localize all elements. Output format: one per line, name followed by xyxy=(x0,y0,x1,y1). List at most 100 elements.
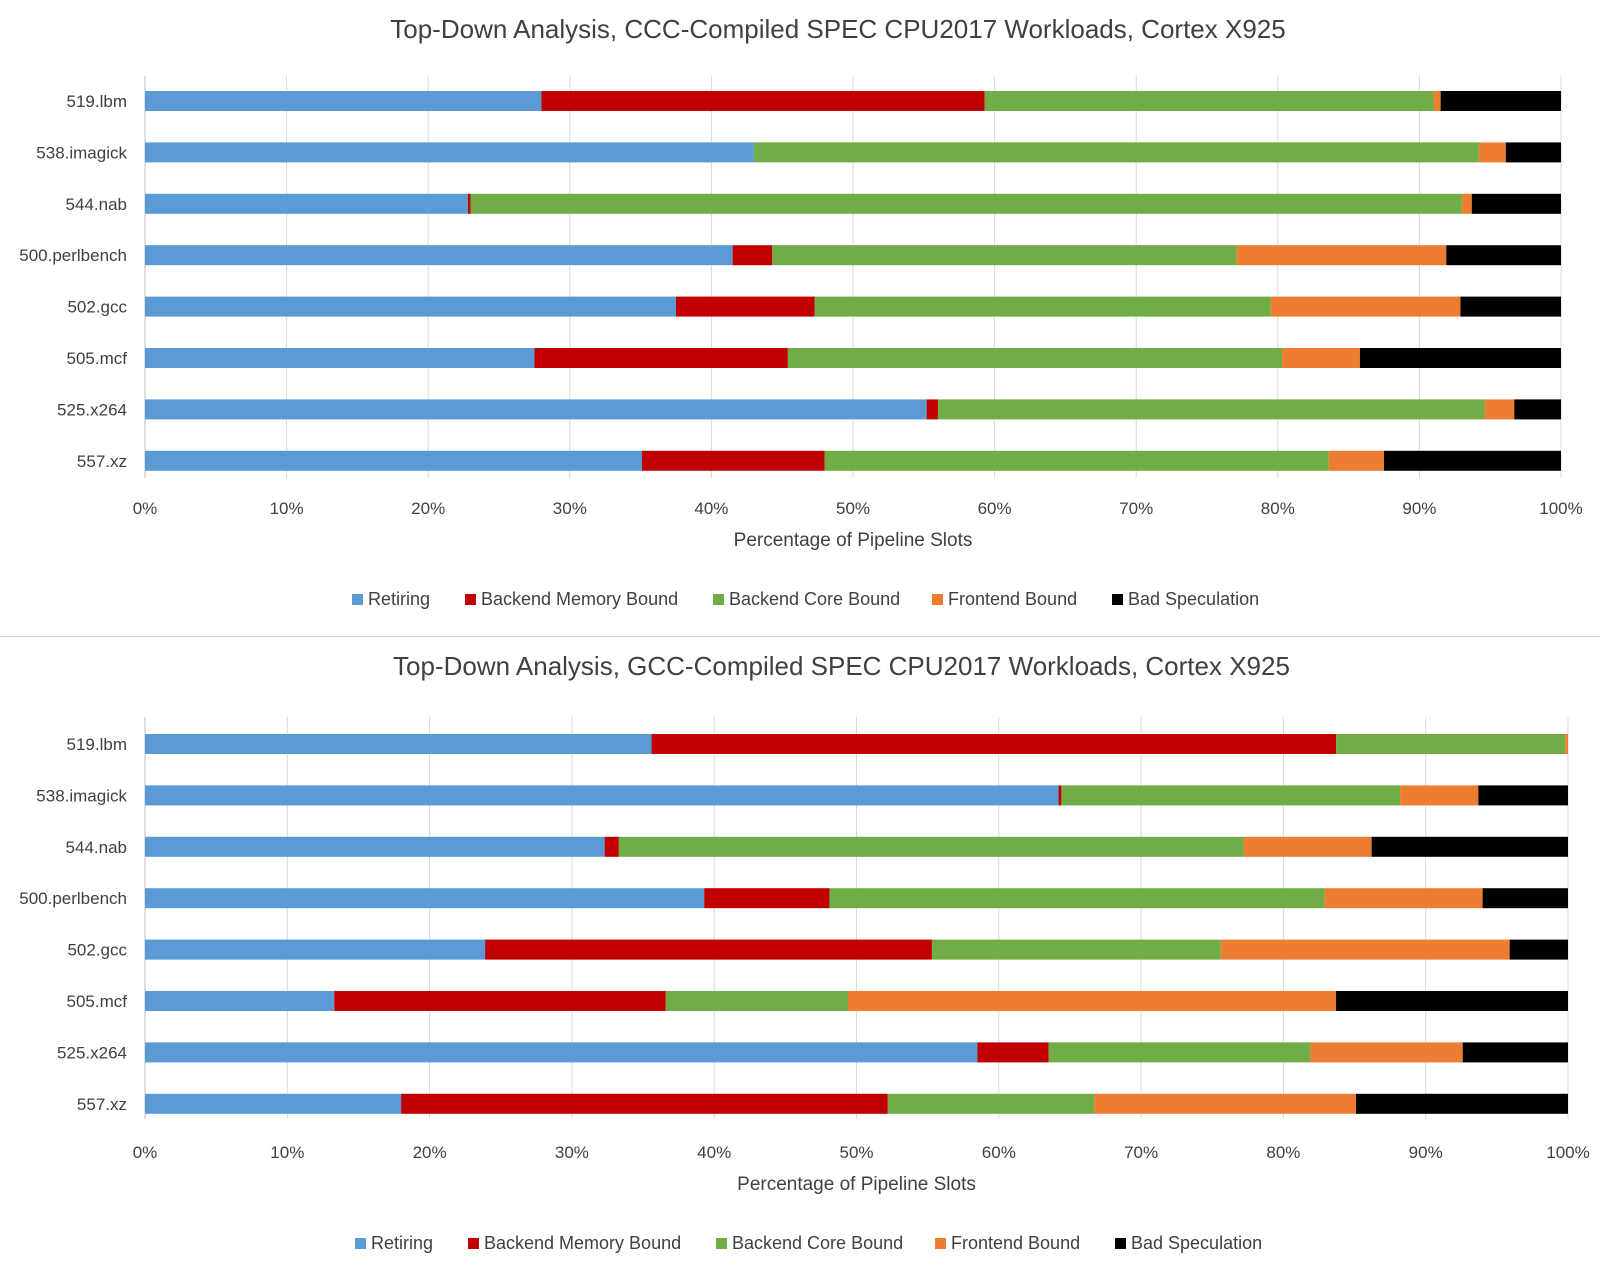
x-tick-label: 80% xyxy=(1261,499,1295,518)
bar-segment xyxy=(1336,734,1566,754)
chart-ccc: Top-Down Analysis, CCC-Compiled SPEC CPU… xyxy=(19,14,1583,609)
x-tick-label: 50% xyxy=(839,1143,873,1162)
x-tick-label: 90% xyxy=(1409,1143,1443,1162)
y-tick-label: 544.nab xyxy=(66,838,127,857)
y-tick-label: 538.imagick xyxy=(36,143,127,162)
x-tick-label: 20% xyxy=(411,499,445,518)
x-tick-label: 40% xyxy=(697,1143,731,1162)
y-tick-label: 505.mcf xyxy=(67,349,128,368)
bar-segment xyxy=(1355,1093,1568,1114)
bar-segment xyxy=(1484,399,1515,420)
bar-segment xyxy=(1243,836,1372,857)
bar-segment xyxy=(1058,785,1062,806)
bar-segment xyxy=(1462,1042,1568,1063)
y-tick-label: 544.nab xyxy=(66,195,127,214)
bar-segment xyxy=(145,939,486,960)
bar-segment xyxy=(145,1042,978,1063)
x-tick-label: 100% xyxy=(1546,1143,1589,1162)
y-tick-label: 519.lbm xyxy=(67,92,127,111)
y-tick-label: 502.gcc xyxy=(67,941,127,960)
legend-label: Backend Core Bound xyxy=(732,1233,903,1253)
bar-segment xyxy=(753,142,1479,163)
legend-swatch xyxy=(932,594,943,605)
bar-segment xyxy=(847,991,1337,1011)
bar-segment xyxy=(1282,348,1360,368)
bar-segment xyxy=(1478,785,1568,806)
legend-swatch xyxy=(1112,594,1123,605)
y-tick-label: 500.perlbench xyxy=(19,246,127,265)
bar-segment xyxy=(334,991,666,1011)
legend-swatch xyxy=(352,594,363,605)
legend-label: Backend Core Bound xyxy=(729,589,900,609)
bar-segment xyxy=(1328,450,1384,471)
bar-segment xyxy=(1505,142,1561,163)
bar-segment xyxy=(1270,296,1461,317)
bar-segment xyxy=(642,450,825,471)
chart-panel-ccc: Top-Down Analysis, CCC-Compiled SPEC CPU… xyxy=(19,14,1583,609)
x-tick-label: 40% xyxy=(694,499,728,518)
bar-segment xyxy=(145,193,468,214)
chart-title: Top-Down Analysis, CCC-Compiled SPEC CPU… xyxy=(390,14,1285,44)
x-tick-label: 10% xyxy=(270,499,304,518)
bar-segment xyxy=(1359,348,1561,368)
y-tick-label: 525.x264 xyxy=(57,1043,127,1062)
x-tick-label: 100% xyxy=(1539,499,1582,518)
legend-label: Retiring xyxy=(371,1233,433,1253)
y-tick-label: 557.xz xyxy=(77,1095,127,1114)
bar-segment xyxy=(1094,1093,1356,1114)
bar-segment xyxy=(676,296,815,317)
y-tick-label: 502.gcc xyxy=(67,298,127,317)
bar-segment xyxy=(1446,245,1561,266)
y-tick-label: 538.imagick xyxy=(36,786,127,805)
bar-segment xyxy=(772,245,1237,266)
bar-segment xyxy=(829,888,1325,909)
bar-segment xyxy=(1310,1042,1463,1063)
y-tick-label: 500.perlbench xyxy=(19,889,127,908)
bar-segment xyxy=(984,91,1434,111)
bar-segment xyxy=(1220,939,1510,960)
x-axis-label: Percentage of Pipeline Slots xyxy=(734,530,973,551)
x-tick-label: 0% xyxy=(133,499,158,518)
bar-segment xyxy=(145,734,652,754)
x-tick-label: 70% xyxy=(1119,499,1153,518)
bar-segment xyxy=(977,1042,1049,1063)
legend-swatch xyxy=(468,1238,479,1249)
y-tick-label: 519.lbm xyxy=(67,735,127,754)
bar-segment xyxy=(787,348,1283,368)
bar-segment xyxy=(1400,785,1479,806)
legend-swatch xyxy=(713,594,724,605)
bar-segment xyxy=(1433,91,1441,111)
bar-segment xyxy=(1509,939,1568,960)
chart-panel-gcc: Top-Down Analysis, GCC-Compiled SPEC CPU… xyxy=(0,637,1600,1271)
bar-segment xyxy=(926,399,938,420)
bar-segment xyxy=(145,348,535,368)
bar-segment xyxy=(1460,296,1561,317)
x-tick-label: 0% xyxy=(133,1143,158,1162)
bar-segment xyxy=(937,399,1485,420)
bar-segment xyxy=(814,296,1271,317)
bar-segment xyxy=(1471,193,1561,214)
y-tick-label: 505.mcf xyxy=(67,992,128,1011)
bar-segment xyxy=(401,1093,888,1114)
legend-swatch xyxy=(716,1238,727,1249)
bar-segment xyxy=(704,888,830,909)
bar-segment xyxy=(145,142,754,163)
legend-swatch xyxy=(1115,1238,1126,1249)
chart-gcc: Top-Down Analysis, GCC-Compiled SPEC CPU… xyxy=(19,651,1590,1253)
legend-label: Frontend Bound xyxy=(948,589,1077,609)
x-tick-label: 30% xyxy=(555,1143,589,1162)
bar-segment xyxy=(1482,888,1568,909)
bar-segment xyxy=(145,296,676,317)
bar-segment xyxy=(1514,399,1561,420)
legend-label: Bad Speculation xyxy=(1131,1233,1262,1253)
y-tick-label: 557.xz xyxy=(77,452,127,471)
legend-swatch xyxy=(465,594,476,605)
bar-segment xyxy=(1061,785,1401,806)
bar-segment xyxy=(145,245,733,266)
bar-segment xyxy=(1324,888,1483,909)
bar-segment xyxy=(604,836,619,857)
bar-segment xyxy=(467,193,471,214)
legend-label: Frontend Bound xyxy=(951,1233,1080,1253)
x-tick-label: 20% xyxy=(413,1143,447,1162)
bar-segment xyxy=(1236,245,1447,266)
